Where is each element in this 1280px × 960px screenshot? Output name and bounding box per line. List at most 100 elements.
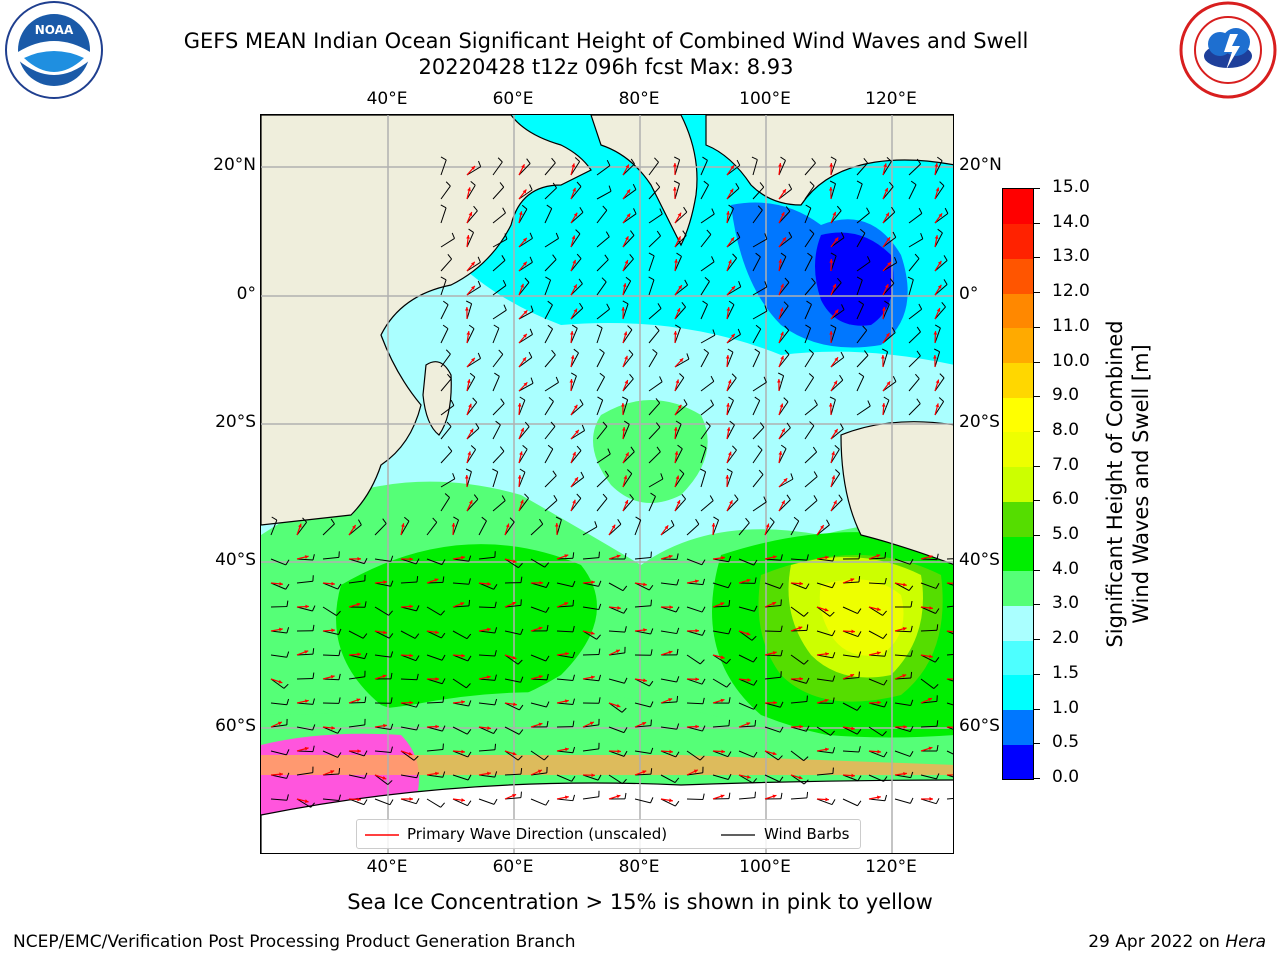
wave-direction-arrowhead: [877, 749, 881, 754]
wind-barb: [882, 381, 897, 392]
wind-barb: [726, 257, 738, 272]
wind-barb-flag: [753, 680, 758, 686]
wind-barb-flag: [832, 675, 836, 682]
wind-barb-flag: [440, 610, 446, 616]
wind-barb: [674, 448, 683, 464]
wind-barb-flag: [364, 652, 368, 659]
wind-barb: [816, 773, 833, 776]
wave-direction-arrowhead: [409, 557, 413, 562]
wave-direction-arrowhead: [304, 650, 309, 654]
wave-direction-arrowhead: [935, 403, 940, 408]
wind-barb: [518, 497, 529, 512]
wind-barb: [738, 702, 754, 710]
wind-barb-flag: [528, 351, 533, 358]
wind-barb: [622, 498, 634, 512]
wind-barb: [348, 774, 365, 779]
wind-barb-flag: [363, 558, 368, 564]
wind-barb-flag: [598, 674, 602, 681]
wave-direction-arrowhead: [726, 211, 730, 215]
wind-barb-flag: [283, 683, 289, 689]
wave-direction-arrowhead: [937, 260, 942, 265]
wind-barb: [660, 606, 677, 613]
wind-barb: [674, 235, 687, 248]
wind-barb: [674, 284, 688, 296]
wind-barb: [816, 678, 833, 682]
wave-direction-arrowhead: [799, 581, 803, 586]
wind-barb-flag: [837, 277, 842, 284]
colorbar-segment: [1003, 640, 1033, 676]
wave-direction-arrowhead: [466, 235, 470, 239]
wind-barb-flag: [676, 252, 682, 257]
wave-direction-arrowhead: [664, 525, 669, 530]
wind-barb: [570, 307, 584, 320]
wind-barb: [440, 159, 447, 176]
wind-barb-flag: [754, 577, 757, 584]
colorbar-tick-mark: [1034, 430, 1040, 432]
wind-barb-flag: [622, 300, 629, 305]
wind-barb: [400, 798, 417, 805]
wind-barb-flag: [572, 625, 575, 632]
wave-direction-arrowhead: [720, 602, 725, 606]
wind-barb: [530, 654, 547, 662]
wind-barb: [504, 750, 519, 761]
wind-barb: [674, 404, 688, 416]
wind-barb: [634, 630, 651, 635]
wind-barb-flag: [753, 559, 758, 566]
wave-direction-arrowhead: [575, 429, 579, 434]
wind-barb-flag: [808, 349, 814, 354]
wave-direction-arrowhead: [505, 523, 510, 528]
wind-barb-flag: [732, 253, 738, 259]
wind-barb: [582, 557, 599, 560]
wind-barb-flag: [599, 372, 605, 378]
wind-barb: [374, 798, 391, 806]
wave-direction-arrowhead: [623, 331, 628, 336]
wave-direction-arrowhead: [721, 749, 725, 754]
wind-barb: [582, 724, 599, 728]
wind-barb: [778, 282, 790, 296]
wind-barb-flag: [684, 279, 689, 286]
legend-barbs-label: Wind Barbs: [764, 825, 850, 843]
noaa-logo: NOAA: [4, 0, 104, 100]
wind-barb-flag: [624, 792, 627, 799]
wind-barb-flag: [629, 373, 634, 380]
wind-barb-flag: [706, 229, 712, 235]
wind-barb-flag: [338, 649, 341, 656]
wind-barb-flag: [416, 576, 419, 583]
wave-direction-arrowhead: [678, 285, 682, 290]
wind-barb-flag: [545, 655, 550, 662]
wind-barb-flag: [650, 701, 654, 708]
wind-barb-flag: [543, 755, 549, 761]
wind-barb: [622, 163, 635, 176]
wind-barb-flag: [832, 747, 836, 754]
wind-barb: [700, 160, 708, 176]
wave-direction-arrowhead: [304, 699, 309, 704]
wind-barb: [608, 702, 623, 713]
wind-barb: [492, 500, 506, 512]
wave-direction-arrow: [946, 582, 953, 584]
wind-barb: [830, 183, 836, 200]
wave-direction-arrowhead: [471, 357, 475, 362]
wind-barb: [660, 798, 676, 807]
wind-barb: [700, 304, 708, 320]
wind-barb: [440, 478, 456, 488]
wind-barb: [790, 629, 808, 632]
wind-barb-flag: [466, 729, 472, 735]
wave-direction-arrowhead: [876, 795, 881, 800]
wind-barb-flag: [813, 471, 818, 477]
wave-direction-arrowhead: [468, 211, 473, 216]
wind-barb: [842, 630, 859, 638]
wave-direction-arrowhead: [731, 333, 735, 338]
noaa-logo-text: NOAA: [35, 23, 74, 37]
wind-barb-flag: [676, 648, 679, 655]
wind-barb-flag: [633, 208, 637, 214]
wave-direction-arrowhead: [799, 676, 803, 681]
wind-barb-flag: [576, 445, 582, 451]
colorbar-segment: [1003, 744, 1033, 780]
wind-barb-flag: [891, 327, 896, 333]
wave-direction-arrowhead: [409, 797, 413, 801]
wind-barb-flag: [840, 351, 845, 358]
wind-barb: [544, 304, 553, 320]
wave-direction-arrowhead: [669, 798, 673, 803]
wave-direction-arrowhead: [564, 747, 569, 752]
wind-barb: [790, 654, 805, 665]
